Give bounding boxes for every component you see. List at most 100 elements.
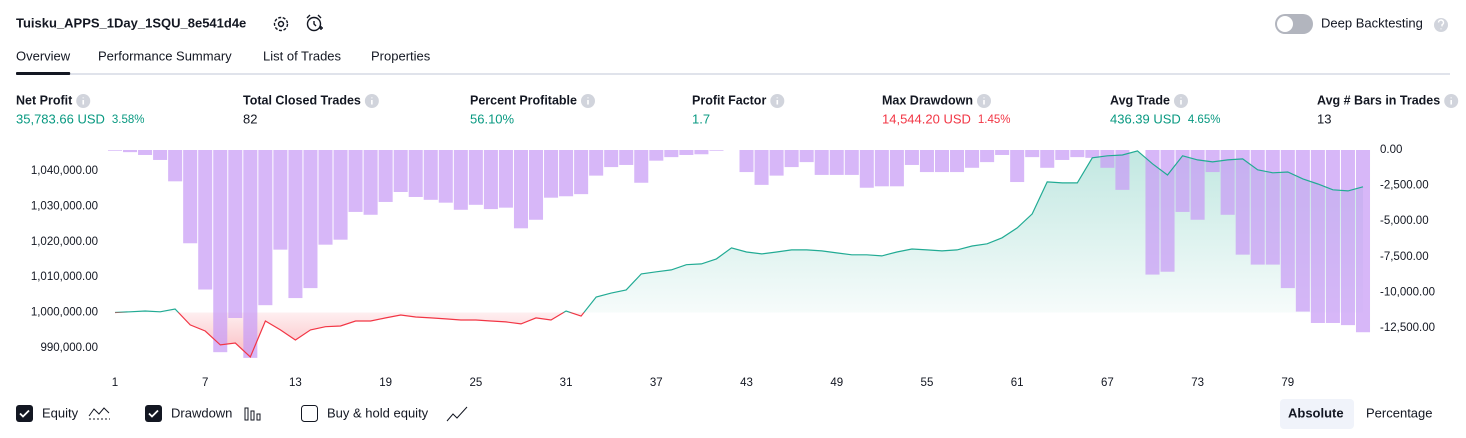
drawdown-bar [1175,150,1190,212]
tab[interactable]: List of Trades [263,48,342,63]
drawdown-bar [378,150,393,202]
help-icon[interactable] [1434,18,1448,32]
drawdown-bar [1160,150,1175,272]
deep-backtesting-label: Deep Backtesting [1321,15,1423,30]
y2ticks-label: -5,000.00 [1380,215,1429,227]
info-icon[interactable] [580,94,595,108]
yticks-label: 1,020,000.00 [31,236,98,248]
drawdown-bar [1295,150,1310,312]
drawdown-bar [1100,150,1115,168]
metric-label: Net Profit [16,93,73,107]
tab[interactable]: Performance Summary [98,48,232,63]
drawdown-bar [965,150,980,168]
drawdown-bar [1085,150,1100,158]
drawdown-bar [153,150,168,160]
metric-value: 82 [243,111,257,126]
equity-area [115,150,1363,357]
equity-toggle[interactable]: Equity [16,405,110,422]
drawdown-bar [1220,150,1235,215]
drawdown-bar [1040,150,1055,168]
drawdown-bar [483,150,498,210]
deep-backtesting-switch[interactable] [1275,14,1313,34]
xticks-label: 79 [1281,377,1294,389]
metric-percent: 4.65% [1188,114,1221,126]
metric-value: 13 [1317,111,1331,126]
equity-line [114,150,1364,359]
drawdown-bar [1010,150,1025,183]
drawdown-bar [408,150,423,197]
info-icon[interactable] [977,94,991,108]
drawdown-bar [498,150,513,208]
yticks-label: 990,000.00 [40,342,98,354]
drawdown-bar [739,150,754,173]
drawdown-bar [453,150,468,210]
buy-hold-toggle[interactable]: Buy & hold equity [301,405,468,422]
tab[interactable]: Properties [371,48,431,63]
metric-label: Percent Profitable [470,93,577,107]
drawdown-bar [829,150,844,175]
xticks-label: 37 [650,377,663,389]
metric-label: Total Closed Trades [243,93,361,107]
metric-percent: 1.45% [978,114,1011,126]
drawdown-bar [1070,150,1085,158]
drawdown-bar [1055,150,1070,160]
drawdown-bar [1235,150,1250,255]
drawdown-toggle-label: Drawdown [171,405,232,420]
drawdown-bar [288,150,303,299]
yticks-label: 1,040,000.00 [31,165,98,177]
drawdown-bar [769,150,784,176]
drawdown-bar [694,150,709,155]
drawdown-bar [634,150,649,183]
drawdown-bar [107,150,123,151]
drawdown-toggle[interactable]: Drawdown [145,405,261,422]
drawdown-bar [363,150,378,215]
drawdown-bar [904,150,919,165]
drawdown-bar [468,150,483,205]
drawdown-bar [1145,150,1160,275]
drawdown-bar [799,150,814,163]
tab[interactable]: Overview [16,48,71,63]
drawdown-bar [859,150,874,188]
drawdown-bar [228,150,243,318]
yticks-label: 1,010,000.00 [31,271,98,283]
drawdown-bar [138,150,153,155]
drawdown-bar [183,150,198,244]
drawdown-bar [544,150,559,198]
xticks-label: 31 [560,377,573,389]
drawdown-bar [754,150,769,185]
drawdown-bar [123,150,138,153]
drawdown-bar [1265,150,1280,265]
info-icon[interactable] [364,94,379,108]
metric-label: Max Drawdown [882,93,973,107]
info-icon[interactable] [1444,94,1459,108]
drawdown-bar [423,150,438,200]
drawdown-bar [1310,150,1325,323]
metric-label: Profit Factor [692,93,766,107]
y2ticks-label: 0.00 [1380,144,1402,156]
metric-value: 35,783.66 USD [16,111,105,126]
drawdown-bar [273,150,288,250]
drawdown-bar [664,150,679,158]
info-icon[interactable] [1173,94,1188,108]
yticks-label: 1,030,000.00 [31,200,98,212]
xticks-label: 13 [289,377,302,389]
drawdown-bar [649,150,664,161]
drawdown-bar [438,150,453,203]
drawdown-bar [604,150,619,168]
metric-value: 14,544.20 USD [882,111,971,126]
alert-icon[interactable] [306,14,323,32]
drawdown-bar [709,150,724,151]
xticks-label: 43 [740,377,753,389]
drawdown-bar [980,150,995,163]
active-tab-underline [16,72,71,75]
view-button[interactable]: Percentage [1366,405,1433,420]
drawdown-bar [243,150,258,358]
drawdown-bar [1190,150,1205,220]
settings-icon[interactable] [273,16,289,32]
info-icon[interactable] [770,94,785,108]
view-button[interactable]: Absolute [1288,405,1344,420]
drawdown-bar [393,150,408,192]
drawdown-bar [1340,150,1355,326]
info-icon[interactable] [76,94,91,108]
equity-toggle-label: Equity [42,405,79,420]
